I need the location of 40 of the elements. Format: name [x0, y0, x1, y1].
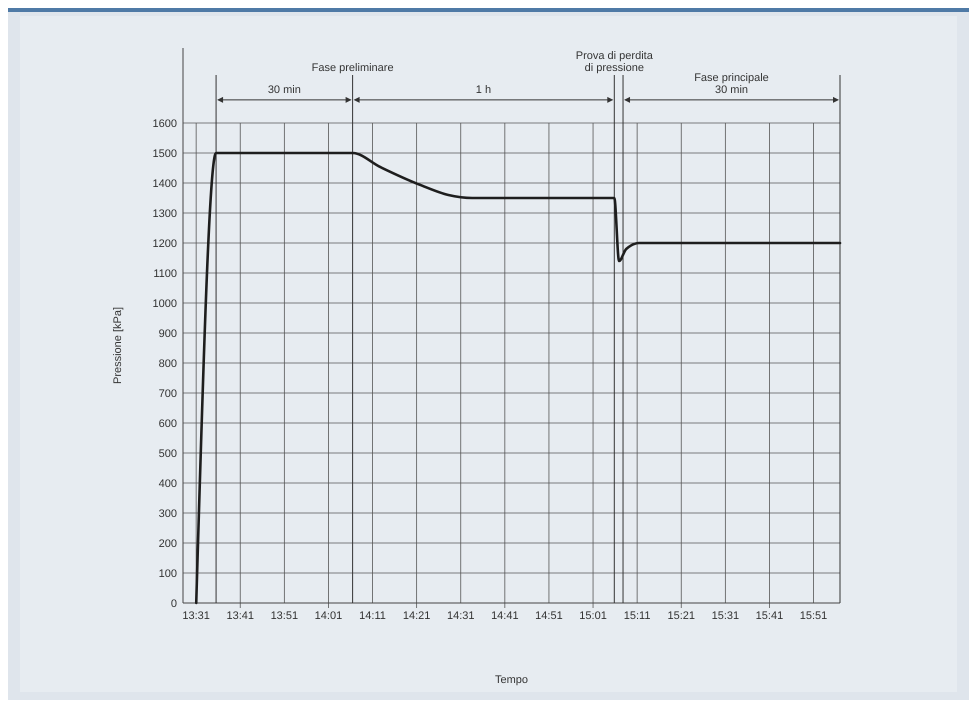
annotation: Fase principale 30 min [694, 72, 769, 96]
y-tick-label: 0 [170, 598, 177, 610]
y-tick-label: 500 [158, 448, 177, 460]
x-tick-label: 15:31 [712, 610, 740, 622]
x-tick-label: 14:41 [491, 610, 519, 622]
ref-line-label: Fase preliminare [312, 62, 394, 74]
y-tick-label: 1300 [152, 208, 177, 220]
y-tick-label: 1400 [152, 178, 177, 190]
y-tick-label: 1000 [152, 298, 177, 310]
x-tick-label: 14:01 [314, 610, 342, 622]
x-tick-label: 13:31 [182, 610, 210, 622]
y-tick-label: 400 [158, 478, 177, 490]
line-series [194, 152, 842, 604]
x-tick-label: 15:11 [624, 610, 650, 622]
x-tick-label: 15:21 [667, 610, 696, 622]
x-tick-label: 14:31 [446, 610, 475, 622]
x-tick-label: 14:51 [535, 610, 563, 622]
x-axis-title: Tempo [494, 674, 528, 686]
annotation: 1 h [476, 84, 492, 96]
y-axis-title: Pressione [kPa] [112, 306, 124, 384]
y-tick-label: 300 [158, 508, 177, 520]
y-tick-label: 600 [158, 418, 177, 430]
x-tick-label: 15:41 [756, 610, 784, 622]
y-tick-label: 1200 [152, 238, 177, 250]
x-tick-label: 15:01 [579, 610, 607, 622]
x-tick-label: 13:41 [226, 610, 254, 622]
y-tick-label: 800 [158, 358, 177, 370]
y-tick-label: 100 [158, 568, 177, 580]
x-tick-label: 14:11 [359, 610, 386, 622]
annotation: 30 min [268, 84, 301, 96]
x-tick-label: 14:21 [402, 610, 430, 622]
x-tick-label: 15:51 [800, 610, 828, 622]
y-tick-label: 200 [158, 538, 177, 550]
x-tick-label: 13:51 [270, 610, 298, 622]
y-tick-label: 700 [158, 388, 177, 400]
ref-line-label: Prova di perdita di pressione [576, 50, 654, 74]
y-tick-label: 1600 [152, 118, 177, 130]
y-tick-label: 1500 [152, 148, 177, 160]
y-tick-label: 900 [158, 328, 177, 340]
y-tick-label: 1100 [153, 268, 177, 280]
